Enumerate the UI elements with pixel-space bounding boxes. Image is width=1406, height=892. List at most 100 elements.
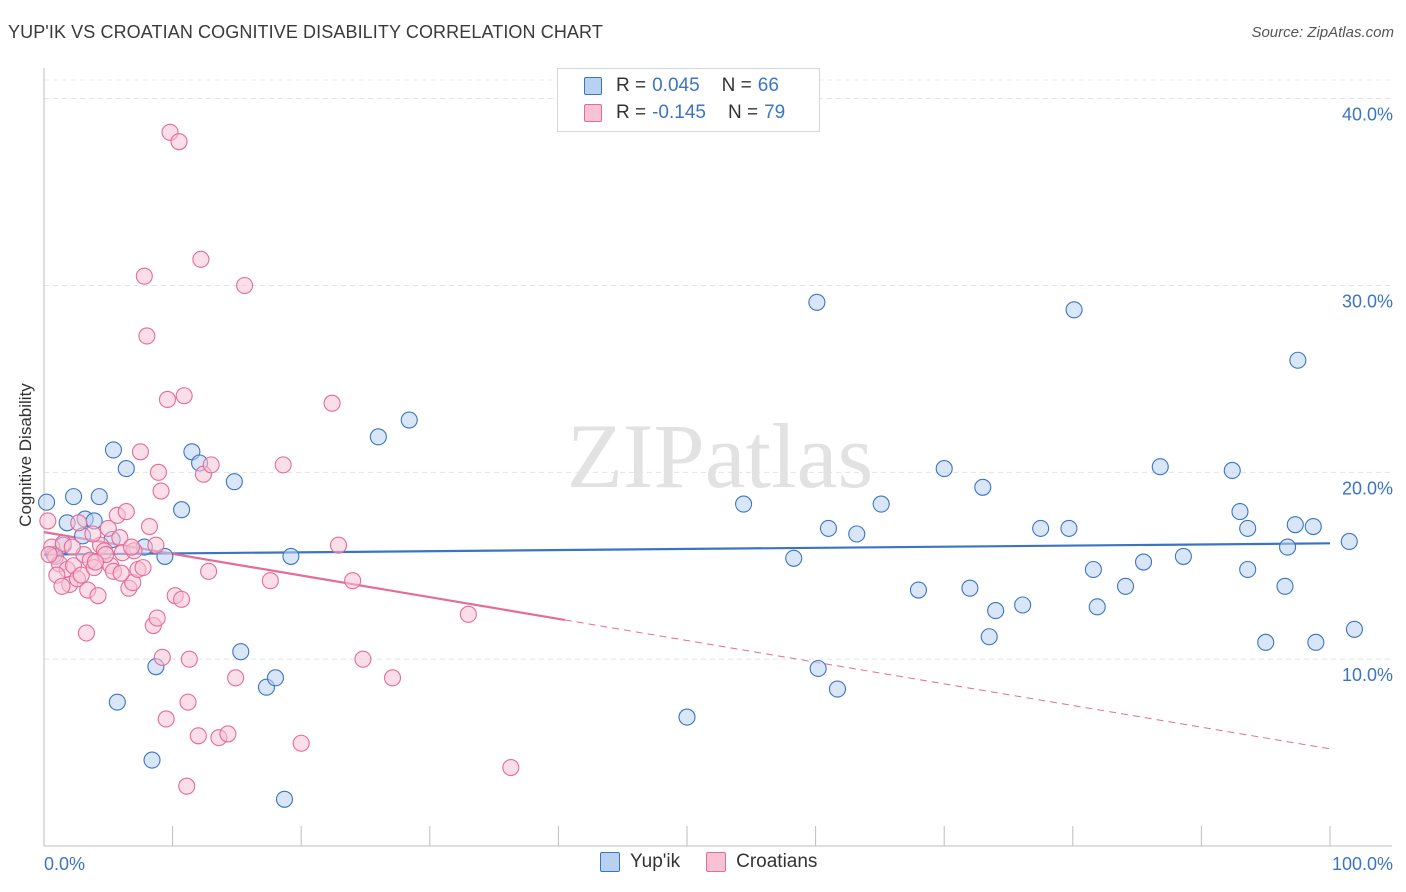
point-yupik — [1014, 596, 1032, 614]
point-croatians — [112, 564, 130, 582]
point-croatians — [192, 250, 210, 268]
point-yupik — [961, 579, 979, 597]
point-croatians — [158, 390, 177, 409]
point-yupik — [117, 460, 135, 478]
point-croatians — [175, 387, 193, 405]
point-croatians — [99, 519, 117, 537]
legend-item-croatians[interactable]: Croatians — [706, 851, 817, 873]
point-yupik — [828, 680, 847, 698]
point-yupik — [275, 790, 294, 808]
point-yupik — [225, 473, 243, 491]
point-croatians — [122, 538, 140, 556]
y-tick-label: 30.0% — [1342, 292, 1393, 312]
r-value: 0.045 — [652, 75, 700, 96]
n-value: 79 — [764, 102, 786, 123]
croatians-swatch — [584, 104, 602, 122]
point-croatians — [200, 562, 218, 580]
n-label: N = — [721, 75, 752, 96]
series-legend: Yup'ik Croatians — [600, 851, 843, 873]
point-yupik — [678, 708, 696, 726]
y-axis-label-text: Cognitive Disability — [16, 383, 35, 527]
point-yupik — [1116, 577, 1135, 595]
point-croatians — [131, 443, 149, 461]
point-croatians — [344, 572, 362, 590]
point-yupik — [974, 478, 992, 496]
n-label: N = — [727, 102, 759, 123]
point-croatians — [53, 577, 71, 595]
point-croatians — [383, 669, 402, 687]
point-yupik — [980, 628, 998, 646]
point-croatians — [227, 669, 245, 687]
point-croatians — [84, 525, 102, 543]
point-croatians — [89, 587, 107, 605]
point-yupik — [987, 602, 1005, 620]
point-croatians — [70, 514, 88, 532]
point-yupik — [266, 669, 285, 687]
point-croatians — [147, 536, 165, 554]
point-yupik — [872, 495, 890, 513]
point-yupik — [1174, 547, 1192, 565]
point-yupik — [1032, 519, 1050, 537]
point-croatians — [134, 559, 152, 577]
y-tick-label: 20.0% — [1342, 478, 1393, 498]
point-croatians — [173, 590, 191, 608]
point-croatians — [140, 517, 159, 536]
watermark: ZIPatlas — [567, 405, 874, 507]
point-croatians — [189, 727, 207, 745]
n-value: 66 — [757, 75, 779, 96]
x-tick-label: 0.0% — [44, 854, 85, 874]
point-yupik — [1340, 532, 1358, 551]
r-label: R = — [616, 75, 647, 96]
point-yupik — [1286, 516, 1304, 534]
point-croatians — [148, 609, 166, 627]
point-yupik — [104, 441, 122, 459]
point-yupik — [156, 547, 174, 565]
point-croatians — [86, 553, 104, 571]
point-croatians — [39, 512, 57, 530]
point-croatians — [202, 456, 220, 474]
legend-label-croatians: Croatians — [736, 851, 818, 872]
point-yupik — [1231, 503, 1249, 521]
x-tick-label: 100.0% — [1332, 854, 1393, 874]
point-croatians — [179, 693, 197, 711]
point-yupik — [1239, 560, 1257, 579]
point-yupik — [1289, 351, 1307, 369]
legend-row-croatians: R = -0.145 N = 79 — [584, 100, 785, 126]
trend-line-croatians-extension — [564, 619, 1331, 750]
point-yupik — [90, 488, 108, 506]
source-label: Source: ZipAtlas.com — [1251, 24, 1394, 41]
y-tick-label: 10.0% — [1342, 665, 1393, 685]
stats-legend: R = 0.045 N = 66 R = -0.145 N = 79 — [557, 68, 820, 132]
r-label: R = — [616, 102, 647, 123]
point-yupik — [1084, 560, 1102, 579]
point-croatians — [323, 394, 341, 412]
point-croatians — [180, 650, 198, 668]
point-yupik — [735, 495, 753, 513]
point-yupik — [1088, 598, 1106, 616]
trend-line-yupik — [43, 542, 1331, 556]
point-croatians — [292, 734, 310, 752]
point-yupik — [369, 428, 387, 446]
data-points — [38, 123, 1363, 808]
legend-item-yupik[interactable]: Yup'ik — [600, 851, 680, 873]
y-tick-label: 40.0% — [1342, 105, 1393, 125]
point-yupik — [785, 549, 803, 567]
point-yupik — [1304, 517, 1322, 536]
point-yupik — [282, 547, 300, 565]
point-yupik — [808, 293, 826, 311]
point-yupik — [1151, 458, 1169, 476]
point-croatians — [354, 650, 372, 668]
point-croatians — [261, 572, 279, 590]
point-croatians — [153, 648, 171, 666]
point-croatians — [117, 503, 135, 521]
point-croatians — [40, 545, 58, 564]
yupik-swatch — [584, 77, 602, 95]
point-croatians — [63, 538, 81, 556]
point-croatians — [72, 566, 90, 584]
point-yupik — [1257, 633, 1275, 651]
point-croatians — [274, 456, 292, 474]
point-croatians — [149, 463, 168, 481]
point-yupik — [1279, 538, 1297, 556]
point-yupik — [935, 460, 953, 478]
